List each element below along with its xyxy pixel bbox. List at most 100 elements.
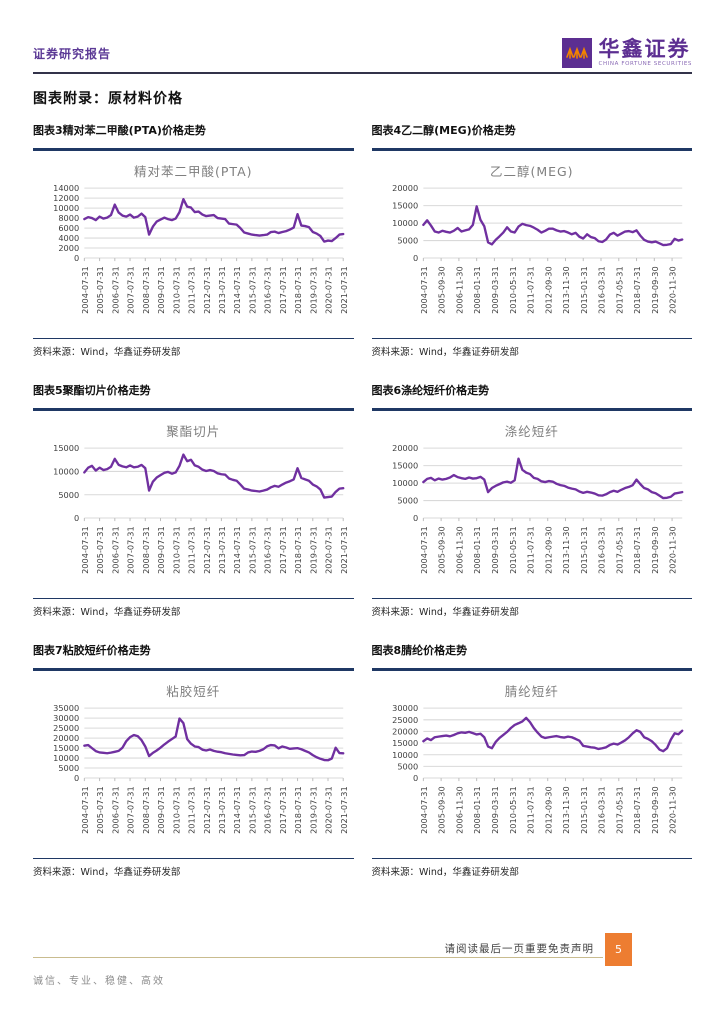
svg-text:5000: 5000 [58, 763, 79, 773]
svg-text:2013-07-31: 2013-07-31 [217, 526, 227, 574]
svg-text:2018-07-31: 2018-07-31 [632, 526, 642, 574]
svg-text:10000: 10000 [53, 753, 79, 763]
figure-bottom-rule [33, 337, 354, 340]
svg-text:15000: 15000 [392, 738, 418, 748]
svg-text:2012-07-31: 2012-07-31 [202, 266, 212, 314]
svg-text:20000: 20000 [392, 726, 418, 736]
svg-text:2016-03-31: 2016-03-31 [596, 526, 606, 574]
svg-text:25000: 25000 [53, 723, 79, 733]
svg-text:0: 0 [74, 253, 79, 263]
figure-acrylic-staple: 图表8腈纶价格走势 腈纶短纤 0 5000 10000 15000 20000 25000… [371, 636, 692, 880]
figure-bottom-rule [371, 597, 692, 600]
svg-text:2005-09-30: 2005-09-30 [436, 786, 446, 834]
svg-text:30000: 30000 [53, 713, 79, 723]
svg-text:2018-07-31: 2018-07-31 [293, 526, 303, 574]
svg-text:2009-03-31: 2009-03-31 [490, 786, 500, 834]
svg-text:2014-07-31: 2014-07-31 [232, 786, 242, 834]
svg-text:2008-01-31: 2008-01-31 [472, 526, 482, 574]
polyester-staple-price-chart: 0 5000 10000 15000 20000 2004-07-31 2005-09-30… [392, 443, 683, 574]
svg-text:2011-07-31: 2011-07-31 [187, 786, 197, 834]
svg-text:2021-07-31: 2021-07-31 [339, 266, 349, 314]
svg-text:2014-07-31: 2014-07-31 [232, 266, 242, 314]
svg-text:10000: 10000 [53, 466, 79, 476]
svg-text:2011-07-31: 2011-07-31 [525, 526, 535, 574]
company-motto: 诚信、专业、稳健、高效 [33, 976, 165, 987]
svg-text:14000: 14000 [53, 183, 79, 193]
figure-pta: 图表3精对苯二甲酸(PTA)价格走势 精对苯二甲酸(PTA) 0 2000 4000… [33, 116, 354, 360]
svg-text:0: 0 [412, 253, 417, 263]
svg-text:2008-07-31: 2008-07-31 [141, 526, 151, 574]
svg-text:15000: 15000 [392, 460, 418, 470]
svg-text:2005-09-30: 2005-09-30 [436, 266, 446, 314]
svg-text:2011-07-31: 2011-07-31 [187, 526, 197, 574]
source-note: 资料来源：Wind，华鑫证券研发部 [33, 867, 181, 879]
svg-text:2015-07-31: 2015-07-31 [247, 526, 257, 574]
source-note: 资料来源：Wind，华鑫证券研发部 [371, 867, 519, 879]
figure-viscose-staple: 图表7粘胶短纤价格走势 粘胶短纤 0 5000 10000 15000 20000 250… [33, 636, 354, 880]
svg-text:2008-07-31: 2008-07-31 [141, 786, 151, 834]
svg-text:10000: 10000 [53, 203, 79, 213]
svg-text:0: 0 [74, 513, 79, 523]
svg-text:10000: 10000 [392, 750, 418, 760]
svg-text:2006-07-31: 2006-07-31 [110, 786, 120, 834]
source-note: 资料来源：Wind，华鑫证券研发部 [33, 347, 181, 359]
figure-bottom-rule [33, 857, 354, 860]
svg-text:2006-11-30: 2006-11-30 [454, 266, 464, 314]
figure-polyester-chip: 图表5聚酯切片价格走势 聚酯切片 0 5000 10000 15000 2004-07-… [33, 376, 354, 620]
svg-text:2004-07-31: 2004-07-31 [418, 786, 428, 834]
svg-text:2010-05-31: 2010-05-31 [507, 786, 517, 834]
svg-text:4000: 4000 [58, 233, 79, 243]
svg-text:2017-07-31: 2017-07-31 [278, 786, 288, 834]
figure-caption: 图表4乙二醇(MEG)价格走势 [371, 124, 516, 137]
svg-text:2010-05-31: 2010-05-31 [507, 526, 517, 574]
svg-text:20000: 20000 [392, 443, 418, 453]
footer-rule [33, 957, 603, 958]
svg-text:2017-05-31: 2017-05-31 [614, 786, 624, 834]
svg-text:2015-01-31: 2015-01-31 [578, 266, 588, 314]
figure-top-rule [371, 148, 692, 151]
svg-text:2010-07-31: 2010-07-31 [171, 266, 181, 314]
svg-text:15000: 15000 [53, 443, 79, 453]
svg-text:2000: 2000 [58, 243, 79, 253]
page-number-badge: 5 [605, 933, 632, 966]
svg-text:2010-05-31: 2010-05-31 [507, 266, 517, 314]
section-title: 图表附录：原材料价格 [33, 91, 183, 107]
svg-text:10000: 10000 [392, 478, 418, 488]
figure-caption: 图表7粘胶短纤价格走势 [33, 644, 151, 658]
figures-grid: 图表3精对苯二甲酸(PTA)价格走势 精对苯二甲酸(PTA) 0 2000 4000… [33, 116, 692, 880]
svg-text:2007-07-31: 2007-07-31 [126, 786, 136, 834]
svg-text:2009-03-31: 2009-03-31 [490, 266, 500, 314]
svg-text:2011-07-31: 2011-07-31 [187, 266, 197, 314]
svg-text:2011-07-31: 2011-07-31 [525, 786, 535, 834]
svg-text:2019-07-31: 2019-07-31 [308, 526, 318, 574]
svg-text:20000: 20000 [53, 733, 79, 743]
svg-text:2016-03-31: 2016-03-31 [596, 786, 606, 834]
report-type-label: 证券研究报告 [33, 47, 112, 61]
svg-text:2020-11-30: 2020-11-30 [667, 266, 677, 314]
svg-text:2015-07-31: 2015-07-31 [247, 266, 257, 314]
figure-caption: 图表5聚酯切片价格走势 [33, 384, 151, 398]
figure-bottom-rule [371, 857, 692, 860]
chart-title: 聚酯切片 [166, 423, 221, 439]
svg-text:2012-09-30: 2012-09-30 [543, 526, 553, 574]
svg-text:2021-07-31: 2021-07-31 [339, 786, 349, 834]
svg-text:2018-07-31: 2018-07-31 [632, 266, 642, 314]
svg-text:2004-07-31: 2004-07-31 [418, 266, 428, 314]
svg-text:0: 0 [412, 773, 417, 783]
svg-text:2018-07-31: 2018-07-31 [293, 266, 303, 314]
svg-text:2016-03-31: 2016-03-31 [596, 266, 606, 314]
svg-text:2015-07-31: 2015-07-31 [247, 786, 257, 834]
svg-text:2004-07-31: 2004-07-31 [418, 526, 428, 574]
chart-title: 腈纶短纤 [504, 683, 559, 699]
source-note: 资料来源：Wind，华鑫证券研发部 [33, 607, 181, 619]
svg-text:2015-01-31: 2015-01-31 [578, 786, 588, 834]
svg-text:2009-03-31: 2009-03-31 [490, 526, 500, 574]
source-note: 资料来源：Wind，华鑫证券研发部 [371, 347, 519, 359]
svg-text:2006-07-31: 2006-07-31 [110, 526, 120, 574]
svg-text:15000: 15000 [53, 743, 79, 753]
polyester-chip-price-chart: 0 5000 10000 15000 2004-07-31 2005-07-31 2006-… [53, 443, 349, 574]
svg-text:2007-07-31: 2007-07-31 [126, 266, 136, 314]
